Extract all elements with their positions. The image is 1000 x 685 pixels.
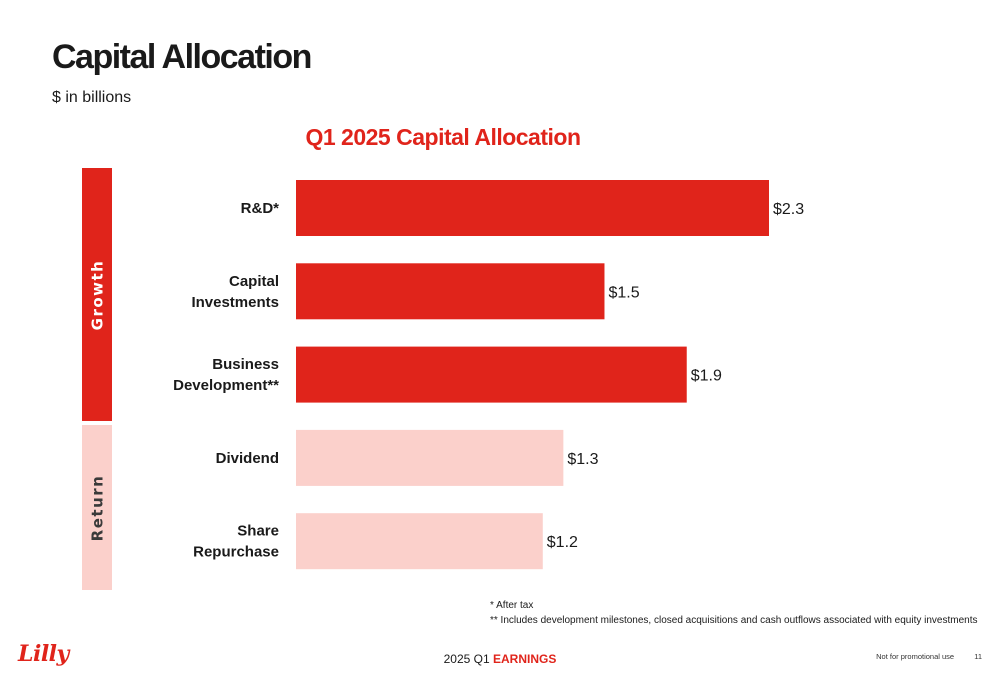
- footer-period: 2025 Q1: [443, 652, 490, 666]
- page-number: 11: [974, 652, 982, 661]
- bar-rd: [296, 180, 769, 236]
- footnotes: * After tax ** Includes development mile…: [490, 598, 978, 628]
- category-label-rd: R&D*: [241, 200, 279, 217]
- disclaimer: Not for promotional use: [876, 652, 955, 661]
- value-label-dividend: $1.3: [567, 451, 598, 468]
- bar-business-development: [296, 346, 687, 403]
- page-title: Capital Allocation: [52, 38, 312, 76]
- value-label-business-development: $1.9: [691, 368, 722, 385]
- category-label-share-repurchase: Share Repurchase: [193, 523, 279, 561]
- value-label-share-repurchase: $1.2: [547, 534, 578, 551]
- page-subtitle: $ in billions: [52, 89, 132, 106]
- footer-earnings: EARNINGS: [493, 652, 557, 666]
- category-label-dividend: Dividend: [216, 450, 279, 467]
- footer-right: Not for promotional use 11: [876, 652, 982, 661]
- footnote-business-development: ** Includes development milestones, clos…: [490, 615, 978, 626]
- bar-dividend: [296, 429, 564, 486]
- category-label-business-development: Business Development**: [173, 356, 279, 394]
- value-label-rd: $2.3: [773, 201, 804, 218]
- footer-earnings-label: 2025 Q1 EARNINGS: [0, 652, 1000, 666]
- category-label-capital-investments: Capital Investments: [191, 273, 279, 311]
- growth-group-bar: Growth: [82, 168, 112, 421]
- return-group-bar: Return: [82, 425, 112, 590]
- value-label-capital-investments: $1.5: [608, 284, 639, 301]
- chart-title: Q1 2025 Capital Allocation: [305, 124, 581, 150]
- bar-share-repurchase: [296, 513, 543, 570]
- footnote-after-tax: * After tax: [490, 600, 534, 611]
- bar-capital-investments: [296, 263, 605, 320]
- lilly-logo: Lilly: [18, 641, 69, 667]
